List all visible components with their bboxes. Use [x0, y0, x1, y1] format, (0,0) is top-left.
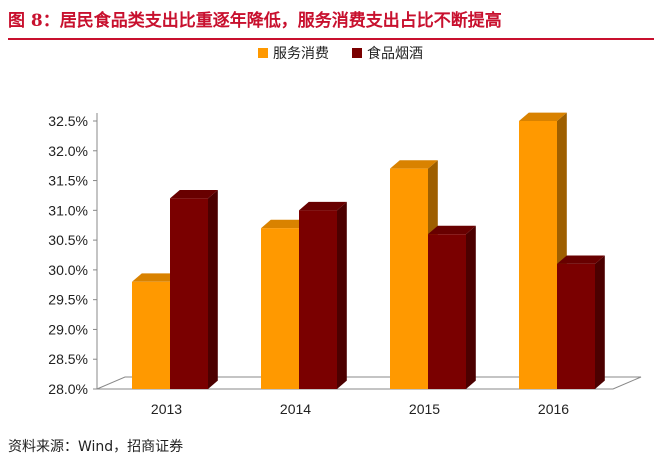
figure-title: 图 8：居民食品类支出比重逐年降低，服务消费支出占比不断提高 [8, 11, 502, 31]
bar [519, 121, 557, 389]
y-tick-label: 32.0% [48, 143, 88, 159]
x-tick-label: 2016 [538, 401, 569, 417]
x-tick-label: 2015 [409, 401, 440, 417]
bar-side [208, 190, 218, 389]
y-tick-label: 29.0% [48, 321, 88, 337]
bar [557, 263, 595, 389]
y-tick-label: 29.5% [48, 292, 88, 308]
legend-swatch [352, 48, 362, 58]
bar [170, 198, 208, 389]
bar [299, 210, 337, 389]
bar-top [261, 219, 309, 229]
bar-top [557, 255, 605, 264]
bar-top [299, 201, 347, 211]
x-tick-label: 2014 [280, 401, 311, 417]
bar-top [519, 112, 567, 121]
title-rule [8, 38, 654, 40]
y-tick-label: 32.5% [48, 113, 88, 129]
y-tick-label: 28.5% [48, 351, 88, 367]
bar-top [390, 160, 438, 169]
legend-label: 食品烟酒 [367, 45, 423, 62]
bar-side [466, 225, 476, 389]
bar-side [337, 201, 347, 389]
legend-swatch [258, 48, 268, 58]
bar [132, 281, 170, 389]
bar-top [132, 273, 180, 282]
y-tick-label: 30.5% [48, 232, 88, 248]
y-tick-label: 28.0% [48, 381, 88, 397]
bar [428, 234, 466, 389]
source-note: 资料来源：Wind，招商证券 [8, 439, 184, 455]
x-tick-label: 2013 [151, 401, 182, 417]
bar [390, 168, 428, 389]
y-tick-label: 31.5% [48, 173, 88, 189]
legend-label: 服务消费 [273, 46, 329, 62]
bar-top [428, 225, 476, 235]
bar-side [595, 255, 605, 389]
y-tick-label: 31.0% [48, 202, 88, 218]
y-tick-label: 30.0% [48, 262, 88, 278]
bar-top [170, 190, 218, 199]
bar [261, 228, 299, 389]
